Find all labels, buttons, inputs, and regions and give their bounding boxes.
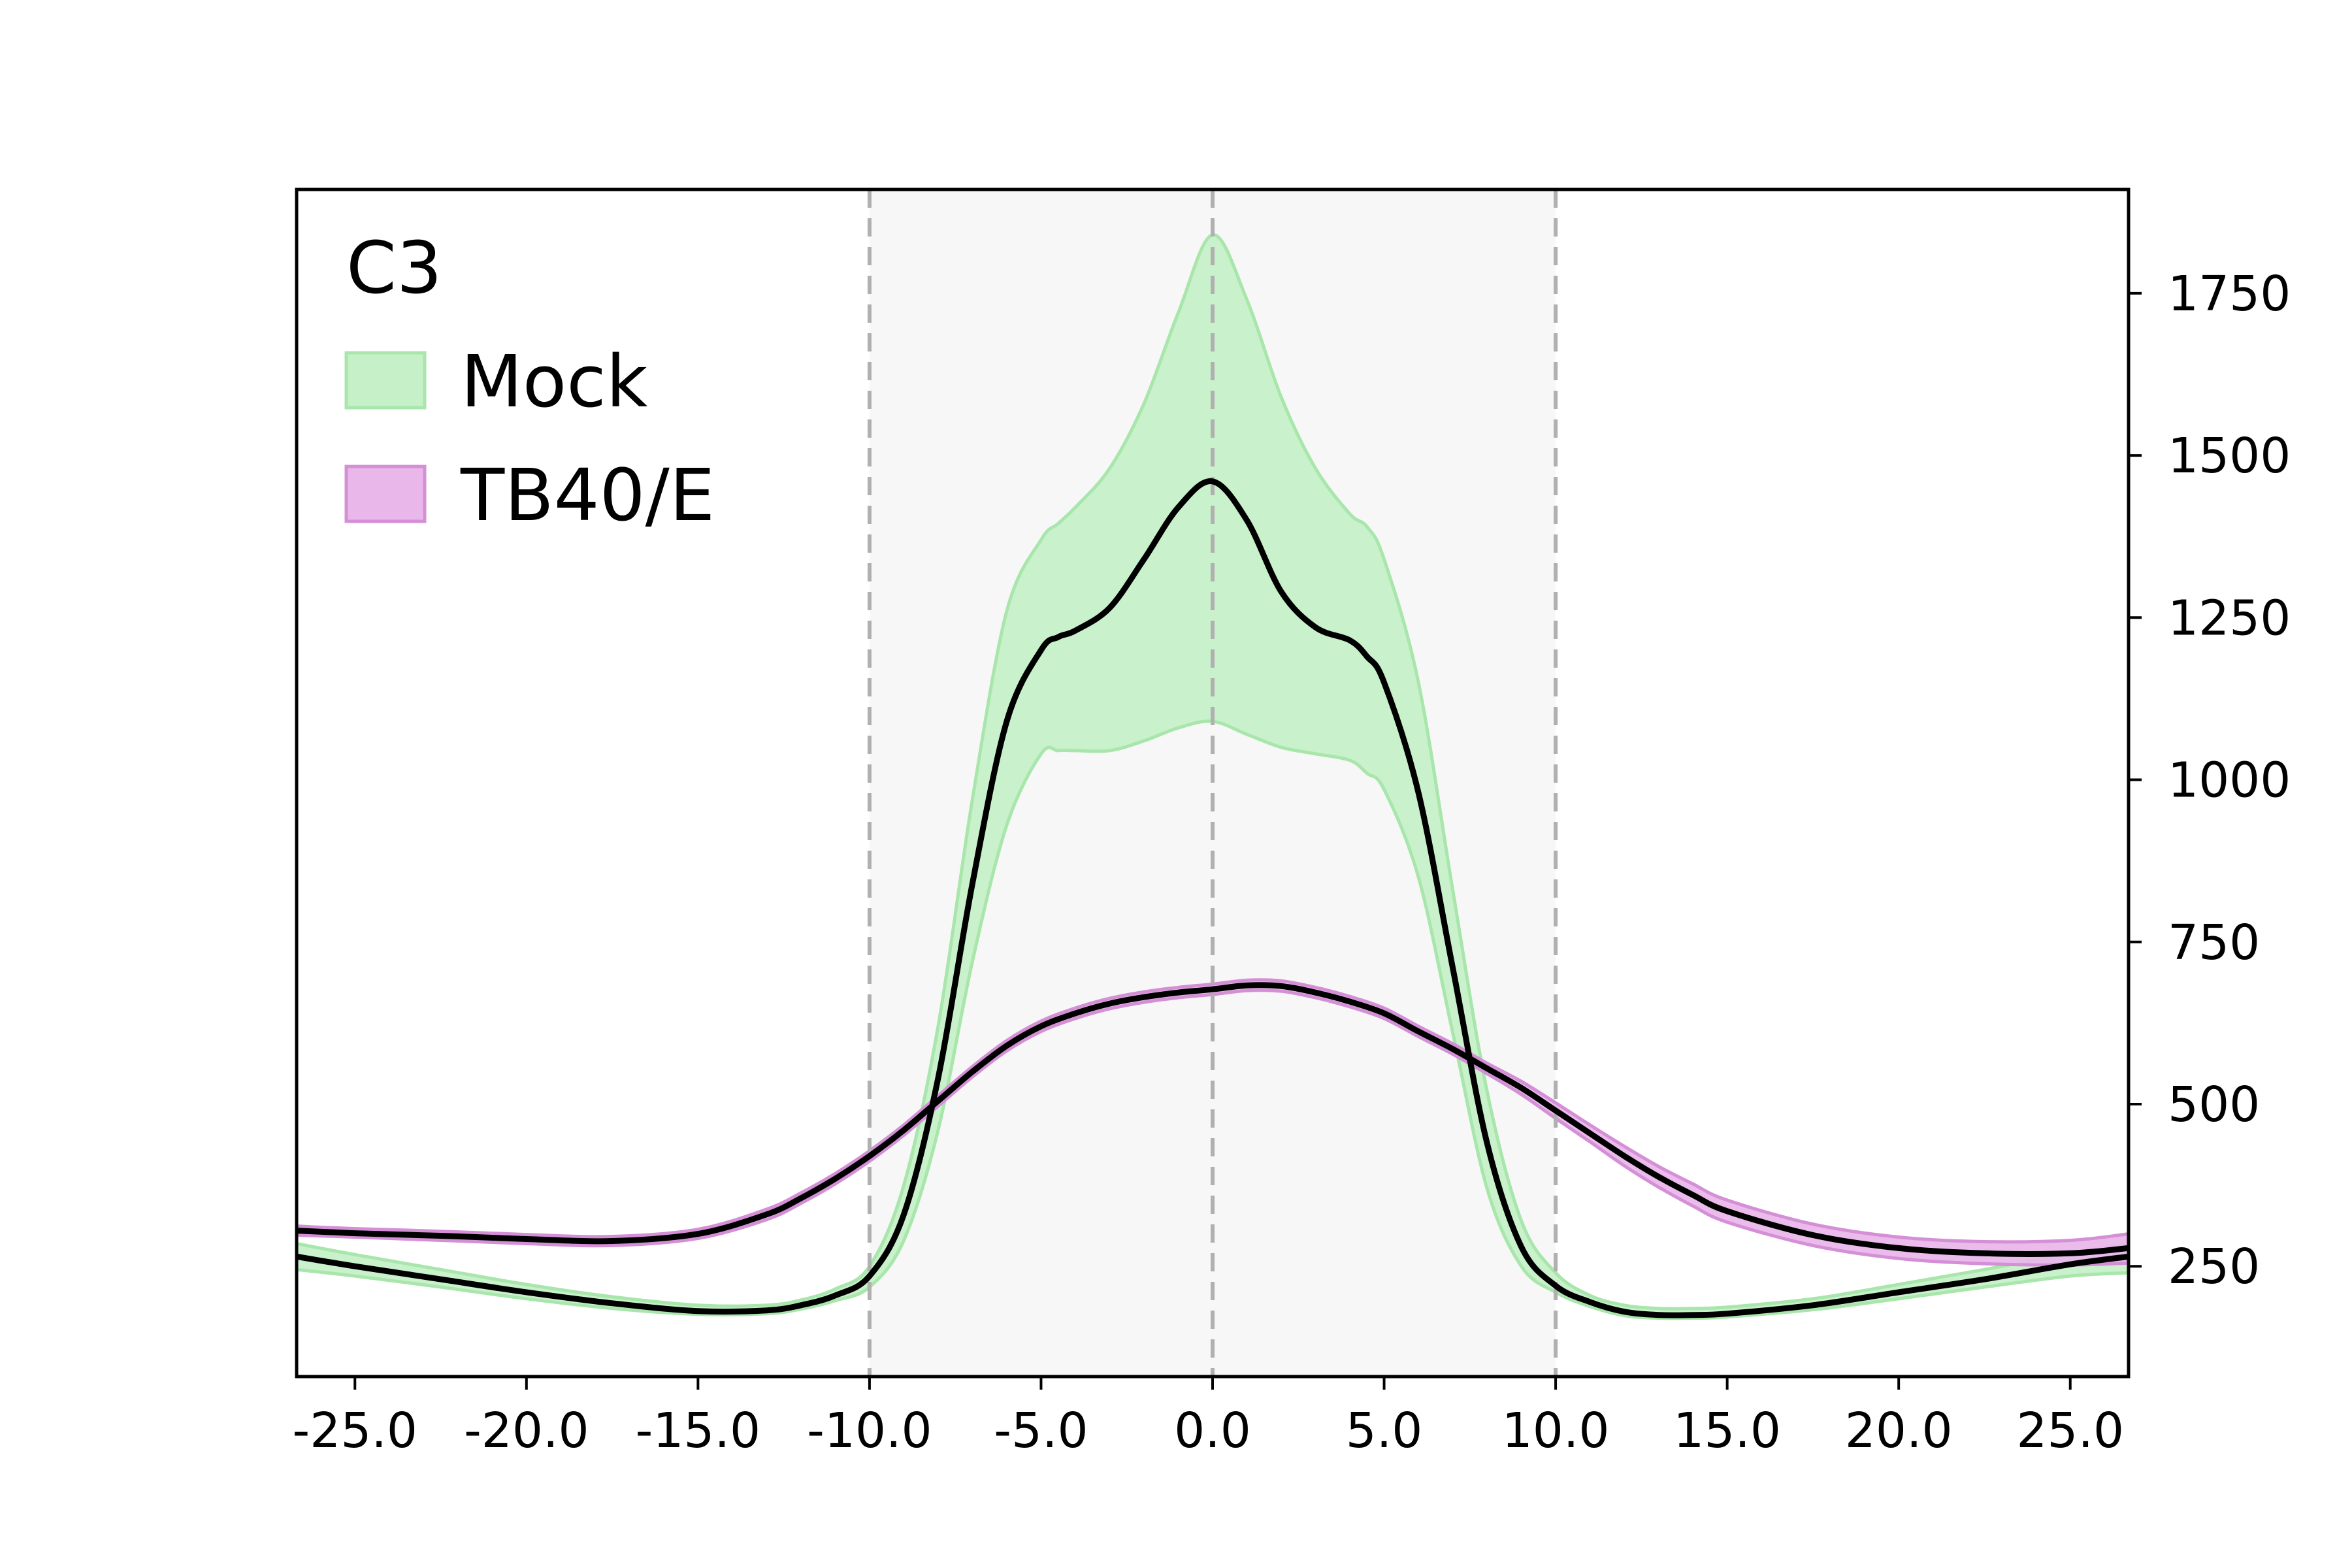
x-tick-label: -15.0 [636,1403,760,1459]
x-tick-label: 5.0 [1346,1403,1423,1459]
mean-line-mock [297,478,2129,1318]
x-tick-label: -5.0 [994,1403,1088,1459]
x-tick-label: -20.0 [464,1403,589,1459]
y-tick-label: 1000 [2168,753,2291,809]
legend-label-tb40e: TB40/E [460,453,715,537]
x-tick-label: -25.0 [293,1403,417,1459]
x-tick-label: 10.0 [1502,1403,1610,1459]
plot-content [297,189,2129,1377]
y-tick-label: 1750 [2168,266,2291,322]
axes: -25.0 -20.0 -15.0 -10.0 -5.0 0.0 5.0 10.0 15.0 20… [293,188,2291,1459]
x-tick-label: 0.0 [1174,1403,1251,1459]
x-tick-label: -10.0 [807,1403,932,1459]
legend-swatch-mock [344,351,427,410]
y-tick-label: 250 [2168,1239,2260,1295]
y-tick-label: 750 [2168,915,2260,971]
legend-swatch-tb40e [344,465,427,523]
legend-title: C3 [346,226,442,310]
x-tick-label: 15.0 [1673,1403,1781,1459]
legend-label-mock: Mock [461,340,648,423]
y-tick-label: 500 [2168,1077,2260,1133]
y-tick-label: 1250 [2168,590,2291,646]
legend: C3 Mock TB40/E [344,226,715,537]
x-tick-label: 20.0 [1845,1403,1953,1459]
y-tick-label: 1500 [2168,428,2291,484]
x-tick-label: 25.0 [2016,1403,2124,1459]
plot-area [297,189,2129,1377]
mean-line-tb40-e [297,982,2129,1257]
